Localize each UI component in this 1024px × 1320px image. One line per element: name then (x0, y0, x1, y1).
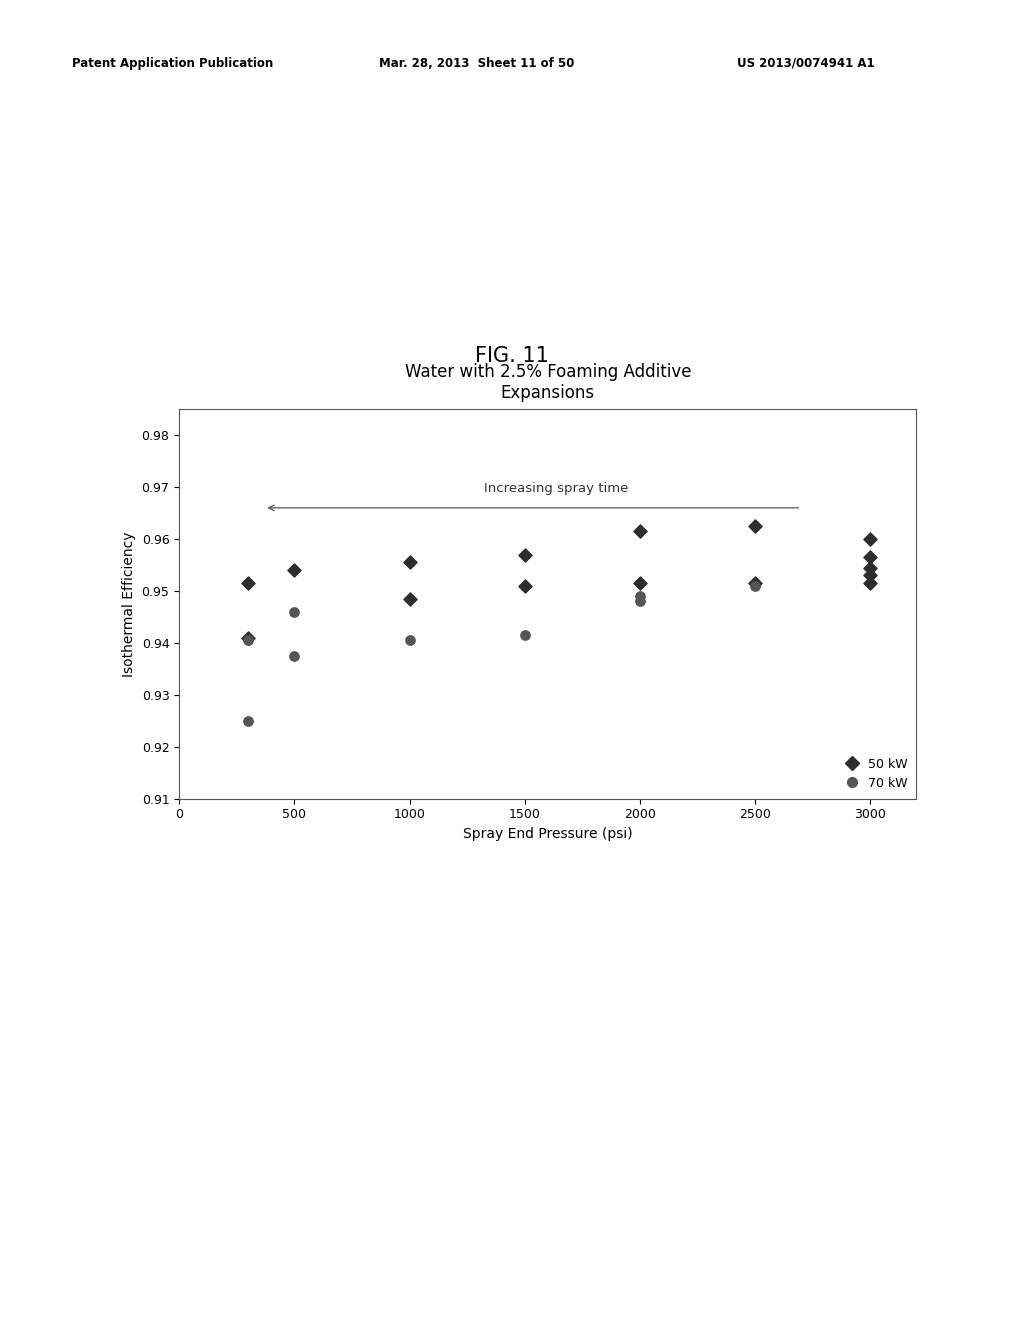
Title: Water with 2.5% Foaming Additive
Expansions: Water with 2.5% Foaming Additive Expansi… (404, 363, 691, 403)
Legend: 50 kW, 70 kW: 50 kW, 70 kW (837, 755, 910, 792)
Text: US 2013/0074941 A1: US 2013/0074941 A1 (737, 57, 874, 70)
X-axis label: Spray End Pressure (psi): Spray End Pressure (psi) (463, 826, 633, 841)
70 kW (286, 601, 303, 622)
Text: Patent Application Publication: Patent Application Publication (72, 57, 273, 70)
50 kW (748, 573, 764, 594)
50 kW (286, 560, 303, 581)
50 kW (240, 627, 256, 648)
Y-axis label: Isothermal Efficiency: Isothermal Efficiency (122, 531, 136, 677)
70 kW (516, 624, 532, 645)
50 kW (862, 573, 879, 594)
50 kW (401, 589, 418, 610)
70 kW (748, 576, 764, 597)
50 kW (862, 528, 879, 549)
Text: FIG. 11: FIG. 11 (475, 346, 549, 367)
70 kW (286, 645, 303, 667)
50 kW (632, 573, 648, 594)
70 kW (632, 586, 648, 607)
50 kW (240, 573, 256, 594)
70 kW (240, 630, 256, 651)
70 kW (632, 591, 648, 612)
50 kW (862, 565, 879, 586)
50 kW (862, 546, 879, 568)
50 kW (632, 520, 648, 541)
50 kW (862, 337, 879, 358)
70 kW (401, 630, 418, 651)
70 kW (240, 710, 256, 731)
Text: Increasing spray time: Increasing spray time (483, 482, 628, 495)
50 kW (516, 576, 532, 597)
50 kW (401, 552, 418, 573)
50 kW (862, 557, 879, 578)
Text: Mar. 28, 2013  Sheet 11 of 50: Mar. 28, 2013 Sheet 11 of 50 (379, 57, 574, 70)
50 kW (516, 544, 532, 565)
50 kW (748, 515, 764, 536)
